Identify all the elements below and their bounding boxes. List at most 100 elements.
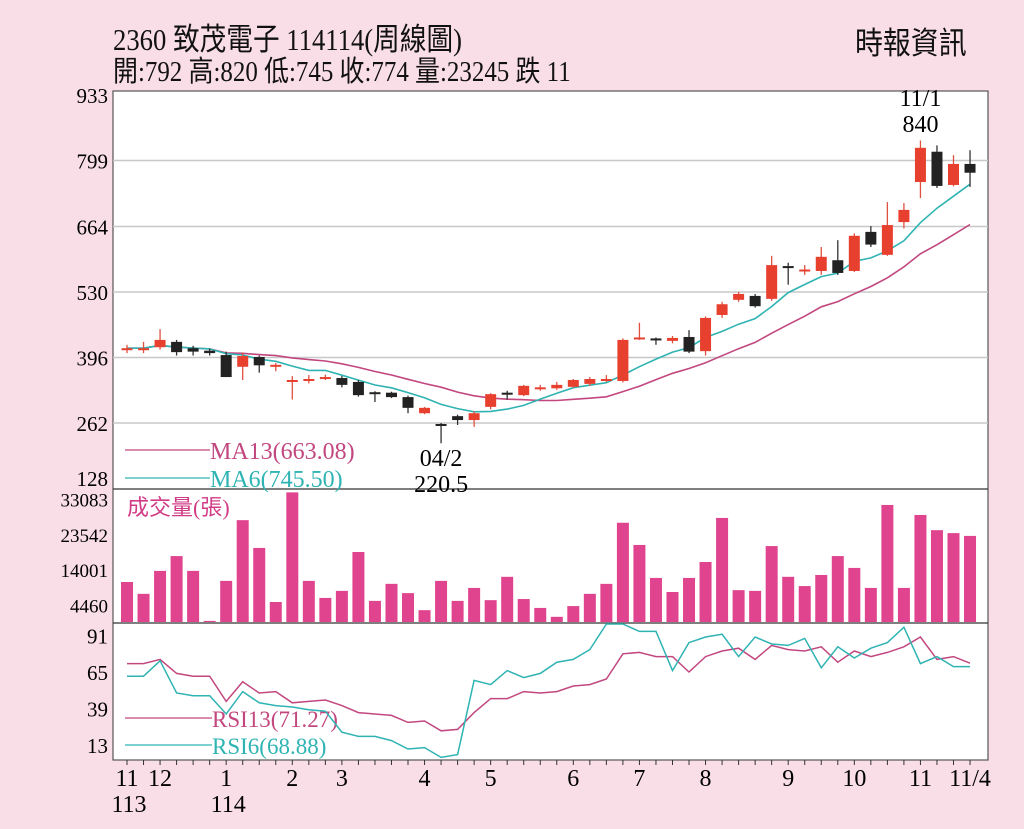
candle-body [303, 379, 315, 382]
candle-body [204, 350, 216, 354]
x-month-label: 11/4 [949, 766, 991, 792]
volume-bar [154, 570, 167, 622]
candle-body [716, 304, 728, 315]
volume-tick-label: 14001 [61, 561, 109, 582]
volume-bar [815, 574, 828, 622]
candle-body [501, 392, 513, 395]
volume-bar [335, 590, 348, 622]
volume-bar [550, 616, 563, 622]
volume-bar [236, 520, 249, 622]
x-month-label: 6 [567, 766, 579, 792]
volume-bar [187, 570, 200, 622]
candle-body [881, 225, 893, 255]
candle-body [352, 381, 364, 396]
plot-frame [112, 90, 989, 761]
candle-body [402, 397, 414, 408]
x-month-label: 2 [286, 766, 298, 792]
x-month-label: 5 [485, 766, 497, 792]
candle-body [567, 379, 579, 387]
volume-tick-label: 4460 [70, 596, 108, 617]
candle-body [749, 295, 761, 307]
candle-body [319, 377, 331, 380]
candle-body [369, 392, 381, 395]
volume-bar [633, 544, 646, 622]
x-month-label: 3 [336, 766, 348, 792]
chart-title: 2360 致茂電子 114114(周線圖) [113, 22, 463, 57]
candle-body [650, 338, 662, 341]
candle-body [964, 163, 976, 173]
candle-body [385, 392, 397, 398]
volume-bar [170, 556, 183, 622]
candle-body [700, 317, 712, 352]
candle-body [171, 341, 183, 353]
candle-body [584, 379, 596, 384]
x-month-label: 11 [115, 766, 138, 792]
volume-bar [964, 535, 977, 622]
candle-body [815, 256, 827, 271]
price-tick-label: 396 [77, 347, 109, 371]
volume-bar [666, 592, 679, 622]
x-month-label: 12 [148, 766, 172, 792]
candle-body [666, 337, 678, 341]
rsi6-line [127, 623, 970, 759]
candle-body [848, 235, 860, 271]
candle-body [253, 357, 265, 366]
candle-body [468, 413, 480, 421]
volume-bar [302, 580, 315, 622]
volume-bar [517, 599, 530, 622]
candle-body [237, 356, 249, 367]
ma6-line [127, 183, 971, 413]
x-month-label: 8 [700, 766, 712, 792]
candle-body [154, 339, 166, 348]
price-tick-label: 799 [77, 150, 109, 174]
candle-body [419, 407, 431, 414]
volume-bar [468, 587, 481, 622]
candle-body [799, 269, 811, 272]
candle-body [617, 339, 629, 381]
candle-body [220, 355, 232, 378]
volume-bar [600, 583, 613, 622]
volume-bar [286, 492, 299, 622]
rsi-tick-label: 91 [87, 625, 108, 649]
candle-body [683, 336, 695, 352]
price-tick-label: 664 [77, 216, 109, 240]
volume-bar [501, 576, 514, 622]
x-month-label: 10 [842, 766, 866, 792]
volume-bar [137, 593, 150, 622]
x-month-label: 4 [419, 766, 431, 792]
candle-body [187, 348, 199, 352]
x-year-label: 113 [111, 792, 146, 818]
rsi-tick-label: 65 [87, 661, 108, 685]
candle-body [485, 394, 497, 407]
ma13-legend-label: MA13(663.08) [210, 439, 355, 465]
volume-bar [402, 593, 415, 622]
low-value-annotation: 220.5 [414, 472, 468, 498]
rsi6-legend-label: RSI6(68.88) [212, 734, 326, 759]
volume-bar [897, 587, 910, 622]
volume-bar [319, 597, 332, 622]
volume-tick-label: 23542 [61, 526, 109, 547]
volume-bar [253, 547, 266, 622]
candle-body [898, 209, 910, 223]
high-value-annotation: 840 [902, 112, 938, 138]
candle-body [931, 151, 943, 186]
volume-bar [451, 600, 464, 622]
volume-bar [435, 580, 448, 622]
volume-bar [220, 580, 233, 622]
volume-bar [484, 600, 497, 622]
candle-body [435, 423, 447, 426]
x-month-label: 9 [782, 766, 794, 792]
candle-body [832, 260, 844, 273]
x-year-label: 114 [211, 792, 246, 818]
volume-bar [864, 587, 877, 622]
candle-body [452, 416, 464, 421]
volume-bar [352, 552, 365, 622]
candle-body [518, 385, 530, 396]
price-tick-label: 128 [77, 467, 109, 491]
candle-body [534, 387, 546, 390]
candle-body [551, 384, 563, 389]
candle-body [914, 147, 926, 183]
volume-bar [930, 530, 943, 622]
volume-bar [732, 590, 745, 622]
